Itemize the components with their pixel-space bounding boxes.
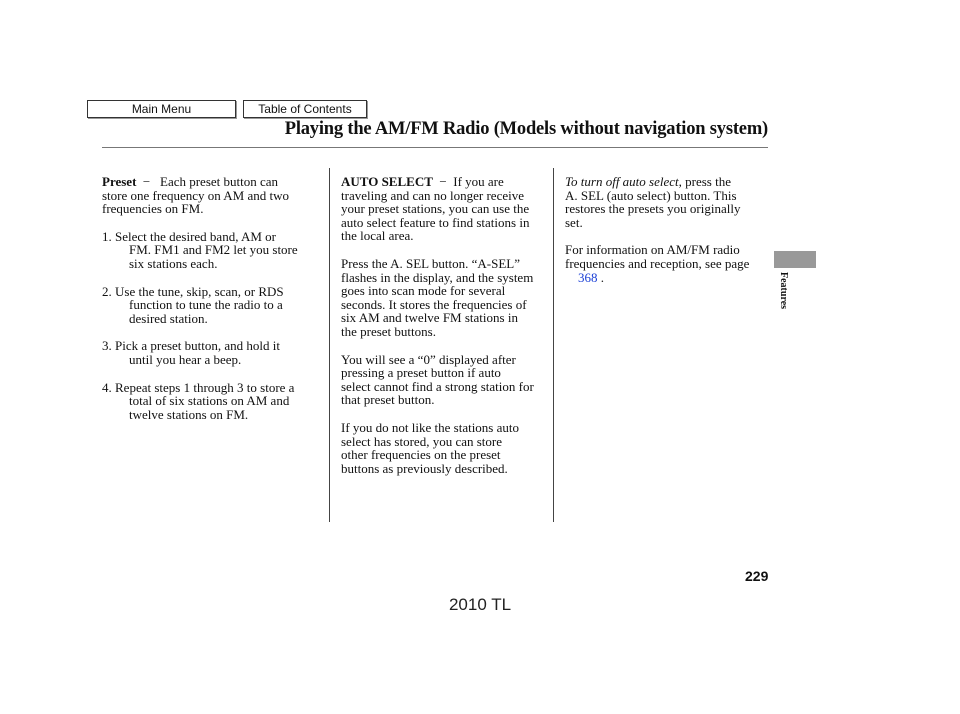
text-line: pressing a preset button if auto — [341, 365, 501, 381]
table-of-contents-button[interactable]: Table of Contents — [243, 100, 367, 118]
text-line: frequencies on FM. — [102, 201, 204, 217]
text-line: flashes in the display, and the system — [341, 269, 534, 285]
auto-select-heading: AUTO SELECT — [341, 174, 433, 189]
text-line: select has stored, you can store — [341, 433, 503, 449]
text-line: A. SEL (auto select) button. This — [565, 187, 737, 203]
model-footer: 2010 TL — [448, 595, 512, 614]
text-line: buttons as previously described. — [341, 460, 508, 476]
text-line: twelve stations on FM. — [129, 406, 249, 422]
text-line: the local area. — [341, 228, 414, 244]
text-line: function to tune the radio to a — [129, 297, 283, 313]
numbered-step: 1. Select the desired band, AM or FM. FM1… — [102, 230, 298, 271]
paragraph: If you do not like the stations auto sele… — [341, 421, 534, 475]
text-line: 4. Repeat steps 1 through 3 to store a — [102, 379, 295, 395]
page-368-link[interactable]: 368 — [578, 269, 598, 285]
text-line: select cannot find a strong station for — [341, 378, 534, 394]
text-line: press the — [681, 174, 731, 189]
main-menu-button[interactable]: Main Menu — [87, 100, 236, 118]
column-divider — [329, 168, 330, 522]
preset-section: Preset − Each preset button can store on… — [102, 175, 298, 421]
text-line: 2. Use the tune, skip, scan, or RDS — [102, 283, 284, 299]
text-line: until you hear a beep. — [129, 351, 242, 367]
text-line: six AM and twelve FM stations in — [341, 310, 518, 326]
text-line: other frequencies on the preset — [341, 447, 501, 463]
text-line: You will see a “0” displayed after — [341, 351, 516, 367]
text-line: . — [597, 269, 604, 285]
text-line: frequencies and reception, see page — [565, 255, 750, 271]
text-line: If you do not like the stations auto — [341, 419, 520, 435]
auto-select-section: AUTO SELECT − If you are traveling and c… — [341, 175, 534, 475]
text-line: total of six stations on AM and — [129, 393, 290, 409]
numbered-step: 2. Use the tune, skip, scan, or RDS funct… — [102, 283, 298, 326]
text-line: goes into scan mode for several — [341, 283, 506, 299]
text-line: your preset stations, you can use the — [341, 201, 530, 217]
text-line: auto select feature to find stations in — [341, 214, 530, 230]
page-title: Playing the AM/FM Radio (Models without … — [284, 119, 768, 139]
dash: − — [439, 174, 447, 189]
text-line: 1. Select the desired band, AM or — [102, 228, 277, 244]
text-line: desired station. — [129, 310, 208, 326]
text-line: FM. FM1 and FM2 let you store — [129, 242, 298, 258]
numbered-step: 4. Repeat steps 1 through 3 to store a to… — [102, 379, 298, 422]
text-line: the preset buttons. — [341, 323, 436, 339]
preset-heading: Preset — [102, 174, 137, 189]
paragraph: You will see a “0” displayed after pressi… — [341, 351, 534, 408]
text-line: 3. Pick a preset button, and hold it — [102, 338, 281, 354]
page-number: 229 — [745, 568, 769, 584]
turn-off-section: To turn off auto select, press the A. SE… — [565, 175, 749, 284]
text-line: that preset button. — [341, 392, 435, 408]
column-divider — [553, 168, 554, 522]
text-line: restores the presets you originally — [565, 201, 741, 217]
dash: − — [142, 174, 151, 189]
text-line: Press the A. SEL button. “A-SEL” — [341, 255, 520, 271]
text-line: traveling and can no longer receive — [341, 187, 524, 203]
numbered-step: 3. Pick a preset button, and hold it unti… — [102, 339, 298, 366]
text-line: store one frequency on AM and two — [102, 187, 290, 203]
header-divider — [102, 147, 768, 148]
text-line: seconds. It stores the frequencies of — [341, 296, 527, 312]
section-label: Features — [778, 272, 789, 310]
text-line: set. — [565, 214, 583, 230]
text-line: six stations each. — [129, 255, 218, 271]
preset-intro-line: Preset − Each preset button can — [102, 175, 298, 189]
paragraph: Press the A. SEL button. “A-SEL” flashes … — [341, 257, 534, 339]
text-line: For information on AM/FM radio — [565, 242, 740, 258]
text-line: If you are — [453, 174, 504, 189]
features-tab-marker — [774, 251, 816, 268]
text-line: Each preset button can — [160, 174, 279, 189]
italic-lead: To turn off auto select, — [565, 174, 682, 189]
